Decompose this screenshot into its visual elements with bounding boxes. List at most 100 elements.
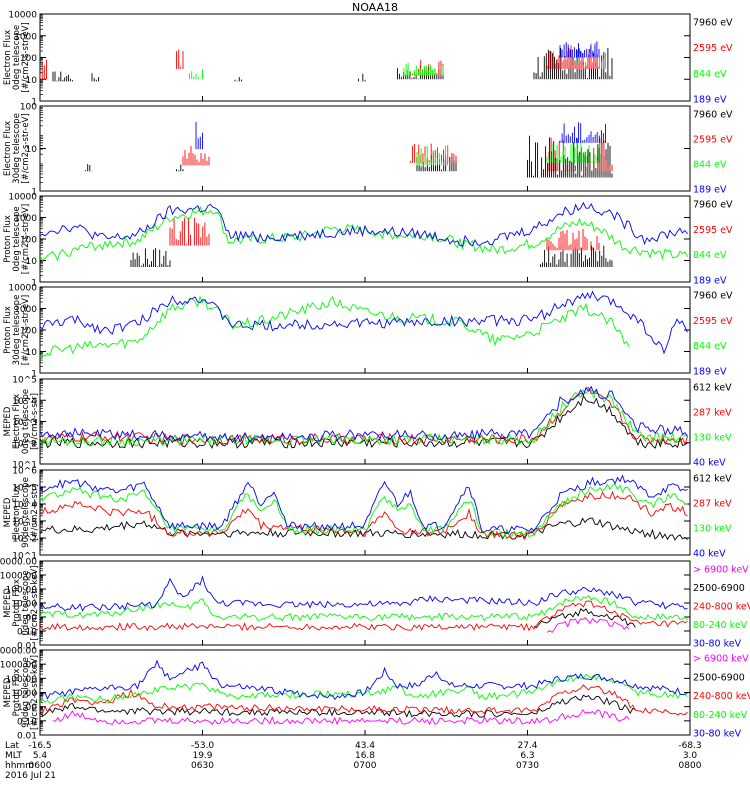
y-tick-label: 10^5 [12, 484, 37, 494]
series-189-ev [40, 290, 688, 355]
series-area [40, 290, 688, 358]
legend-entry: 189 eV [693, 95, 727, 106]
series-612-kev [40, 394, 688, 449]
series-240-800-kev [40, 684, 688, 716]
x-tick-label: 19.9 [192, 751, 212, 761]
y-tick-label: 1000 [14, 305, 37, 315]
legend-entry: 30-80 keV [693, 639, 742, 650]
series-area [40, 659, 688, 726]
legend-entry: 287 keV [693, 408, 732, 419]
y-tick-label: 0.10 [17, 628, 37, 638]
legend-entry: 40 keV [693, 458, 726, 469]
legend-entry: 189 eV [693, 367, 727, 378]
x-tick-label: 3.0 [683, 751, 698, 761]
y-tick-label: 10^4 [12, 397, 37, 407]
y-tick-label: 1 [31, 188, 37, 198]
y-tick-label: 10^2 [12, 439, 37, 449]
panel-7: 10000.001000.00100.0010.001.000.100.01ME… [0, 558, 750, 652]
y-tick-label: 1.00 [17, 703, 37, 713]
y-axis-label-line: [#/cm2-s-str-keV] [30, 655, 40, 730]
y-axis-label-line: 30deg telescope [12, 295, 22, 366]
series-area [85, 121, 613, 178]
y-tick-label: 0.01 [17, 732, 37, 742]
x-tick-label: 43.4 [355, 741, 375, 751]
y-tick-label: 100.00 [6, 586, 38, 596]
y-tick-label: 10 [26, 145, 38, 155]
y-tick-label: 10000.00 [0, 647, 37, 657]
y-axis-label: MEPED Proton Flux 0deg telescope [#/cm2-s-s… [3, 566, 40, 641]
y-tick-label: 1000 [14, 32, 37, 42]
y-tick-label: 10000.00 [0, 558, 37, 568]
series-189-ev [195, 121, 606, 150]
x-tick-label: -68.3 [678, 741, 701, 751]
legend-entry: 287 keV [693, 499, 732, 510]
y-axis-label-line: MEPED [3, 406, 13, 436]
series-2595-ev [40, 43, 600, 80]
y-axis-label-line: MEPED [3, 677, 13, 707]
legend-entry: 30-80 keV [693, 729, 742, 740]
x-tick-label: 0700 [354, 761, 377, 771]
y-axis-label-line: Proton Flux [12, 669, 22, 717]
legend: > 6900 keV 2500-6900 240-800 keV 80-240 keV… [693, 654, 750, 740]
y-axis-label-line: 30deg telescope [12, 113, 22, 184]
x-tick-label: 27.4 [517, 741, 537, 751]
y-tick-label: 10^5 [12, 376, 37, 386]
y-tick-label: 10^1 [12, 552, 37, 562]
legend-entry: 189 eV [693, 185, 727, 196]
y-axis-label-line: [#/cm2-s-str-eV] [21, 204, 31, 274]
panel-6: 10^6 10^5 10^4 10^3 10^2 10^1 MEPED Electron Fl… [3, 467, 732, 562]
legend: 612 keV 287 keV 130 keV 40 keV [693, 474, 732, 560]
series-2500-6900 [40, 694, 636, 718]
x-row-label: hhmm [5, 761, 34, 771]
y-tick-label: 10 [26, 348, 38, 358]
y-tick-label: 10^1 [12, 461, 37, 471]
y-tick-label: 10.00 [11, 600, 37, 610]
legend-entry: 844 eV [693, 341, 727, 352]
legend: 7960 eV 2595 eV 844 eV 189 eV [693, 110, 733, 196]
y-tick-label: 0.01 [17, 642, 37, 652]
legend-entry: 130 keV [693, 524, 732, 535]
legend-entry: 612 keV [693, 383, 732, 394]
series-844-ev [40, 295, 630, 358]
y-axis-label-line: 0deg telescope [21, 389, 31, 454]
legend-entry: 2500-6900 [693, 583, 745, 594]
y-axis-label-line: [#/cm2-s-str] [30, 393, 40, 450]
y-axis-label: Electron Flux 0deg telescope [#/cm2-s-str-… [3, 22, 31, 92]
y-tick-label: 10^3 [12, 518, 37, 528]
y-tick-label: 1000.00 [0, 572, 37, 582]
y-axis-label-line: 0deg telescope [21, 570, 31, 635]
x-tick-label: 0730 [516, 761, 539, 771]
series-2595-ev [169, 217, 600, 251]
y-axis-label-line: 0deg telescope [12, 206, 22, 271]
y-tick-label: 10^6 [12, 467, 37, 477]
series-612-kev [40, 517, 688, 541]
series-240-800-kev [40, 600, 688, 632]
legend-entry: 612 keV [693, 474, 732, 485]
y-axis-label-line: Proton Flux [3, 306, 13, 354]
y-tick-label: 1 [31, 98, 37, 108]
y-tick-label: 10000 [8, 11, 37, 21]
series-40-kev [40, 385, 688, 444]
y-axis-label-line: Proton Flux [12, 579, 22, 627]
y-tick-label: 1 [31, 279, 37, 289]
y-tick-label: 10 [26, 76, 38, 86]
y-tick-label: 10^3 [12, 418, 37, 428]
y-tick-label: 10.00 [11, 689, 37, 699]
legend-entry: 2595 eV [693, 225, 733, 236]
y-tick-label: 10000 [8, 284, 37, 294]
legend: 612 keV 287 keV 130 keV 40 keV [693, 383, 732, 469]
series-area [40, 201, 688, 267]
y-tick-label: 10^4 [12, 501, 37, 511]
y-axis-label-line: [#/cm2-s-str-eV] [21, 113, 31, 183]
y-axis-label: Electron Flux 30deg telescope [#/cm2-s-str… [3, 113, 31, 184]
y-axis-label: MEPED Electron Flux 90deg telescope [#/cm2-… [3, 477, 40, 548]
y-tick-label: 100.00 [6, 675, 38, 685]
legend-entry: 7960 eV [693, 291, 733, 302]
y-axis-label-line: Electron Flux [3, 121, 13, 176]
y-axis-label-line: Electron Flux [12, 394, 22, 449]
y-tick-label: 0.10 [17, 717, 37, 727]
